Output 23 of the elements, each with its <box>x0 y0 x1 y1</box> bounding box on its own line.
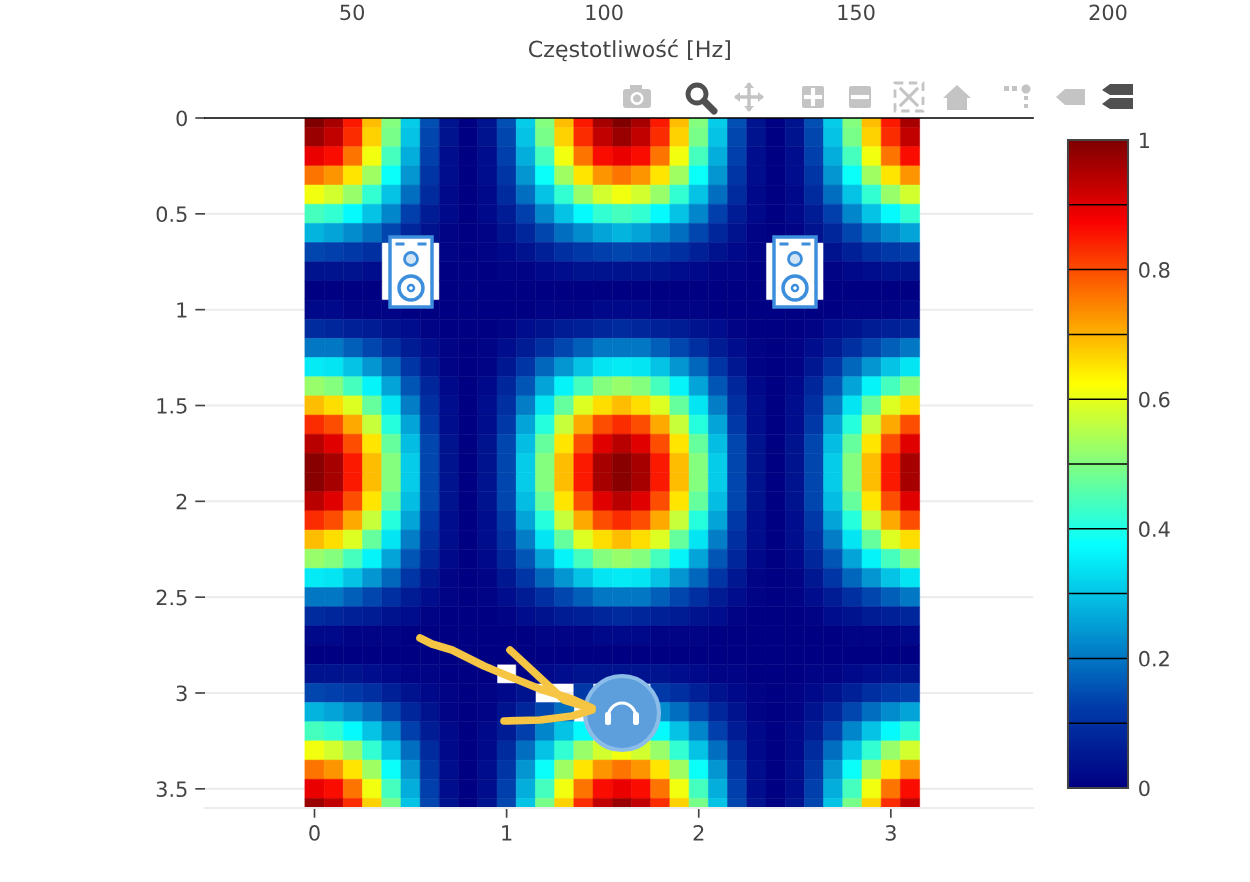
x2-axis-title: Częstotliwość [Hz] <box>528 39 730 62</box>
y-tick-label: 0.5 <box>156 206 187 223</box>
y-tick-label: 2.5 <box>156 589 187 606</box>
x-tick-label: 1 <box>502 825 512 841</box>
color-bar-label: 1 <box>1140 132 1150 148</box>
y-tick-label: 1.5 <box>157 398 187 414</box>
x2-tick-label: 150 <box>838 4 875 21</box>
color-bar-label: 0.8 <box>1139 262 1170 278</box>
color-bar-label: 0.4 <box>1139 521 1170 538</box>
x-tick-label: 3 <box>885 825 896 841</box>
y-tick-label: 0 <box>176 110 187 127</box>
x2-tick-label: 50 <box>340 4 365 21</box>
color-bar-label: 0.2 <box>1139 650 1169 667</box>
color-bar-label: 0.6 <box>1139 391 1170 408</box>
x2-tick-label: 200 <box>1089 4 1127 21</box>
x2-tick-label: 100 <box>586 4 623 21</box>
y-tick-label: 1 <box>177 302 187 318</box>
y-tick-label: 3.5 <box>156 781 187 798</box>
y-tick-label: 2 <box>176 493 187 510</box>
x-tick-label: 2 <box>693 825 704 841</box>
color-bar-label: 0 <box>1139 780 1150 797</box>
y-tick-label: 3 <box>176 685 187 702</box>
x-tick-label: 0 <box>309 825 320 841</box>
